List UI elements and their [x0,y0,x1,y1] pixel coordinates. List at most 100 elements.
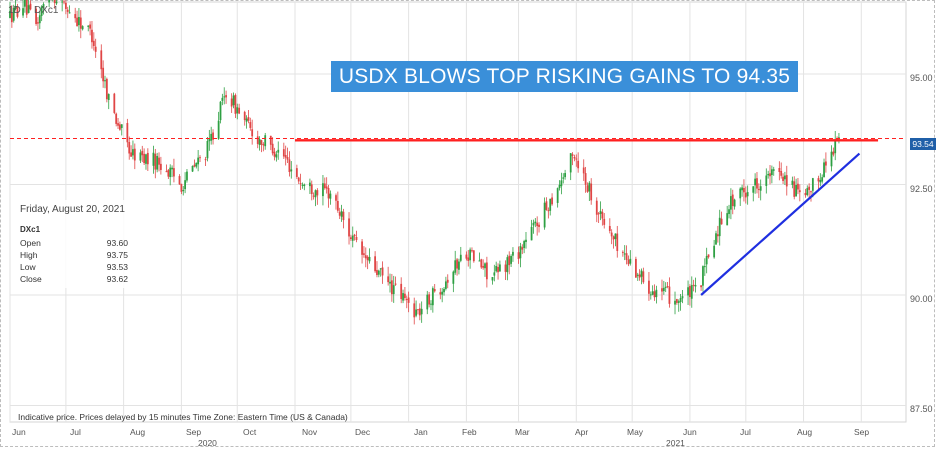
candle-up [795,185,797,197]
candle-down [284,155,287,158]
candle-up [562,177,565,179]
candle-up [677,301,680,303]
candle-up [351,235,354,241]
candle-up [245,118,248,122]
candle-down [538,224,540,227]
candle-up [454,260,457,273]
candle-down [810,191,812,193]
candle-down [603,218,606,225]
ohlc-info-box: Friday, August 20, 2021 DXc1 Open 93.60 … [14,200,132,288]
candle-down [707,254,710,258]
candle-up [415,309,417,316]
candle-up [614,233,617,240]
candle-down [167,169,170,177]
candle-up [726,213,729,226]
candle-down [612,236,615,240]
candle-down [312,195,315,197]
candle-up [87,25,90,27]
candle-down [271,143,274,154]
candle-down [64,2,67,9]
candle-down [400,283,403,300]
x-tick-label: Jun [683,427,697,437]
candle-down [716,234,719,237]
candle-up [55,1,58,4]
candle-down [590,183,593,201]
candle-down [159,163,162,170]
candle-up [12,7,15,21]
candle-up [191,166,194,172]
candle-down [497,266,499,273]
candle-up [139,152,142,161]
candle-up [649,294,652,296]
candle-down [756,178,758,189]
candle-up [532,222,535,226]
candle-up [290,169,293,172]
candle-down [29,3,32,10]
candle-up [549,198,552,211]
candle-down [165,171,168,173]
candle-down [418,308,421,316]
candle-up [765,175,768,186]
candle-down [286,157,289,160]
candle-down [407,297,410,303]
candle-up [623,253,626,255]
candle-down [517,252,520,259]
candle-up [636,274,639,276]
candle-up [772,169,775,171]
candle-up [392,285,395,295]
candle-up [441,291,444,295]
candle-up [258,139,261,146]
candle-up [715,233,717,245]
candle-down [348,218,350,237]
candle-down [700,285,702,288]
candle-up [662,287,665,292]
candle-up [640,270,643,277]
candle-down [692,284,695,286]
candle-up [206,141,209,159]
candle-up [784,175,786,180]
candle-up [729,196,732,210]
candle-up [22,8,24,16]
y-tick-label: 92.50 [910,184,933,194]
candle-up [655,289,658,298]
candle-down [133,148,136,161]
x-tick-label: Oct [243,427,257,437]
ohlc-row-high: High 93.75 [20,250,128,261]
candle-down [243,111,246,121]
candle-down [336,200,339,211]
candle-up [823,162,825,178]
candle-up [752,186,755,193]
candle-up [210,133,213,141]
candle-down [571,154,574,156]
candle-down [668,286,671,304]
candle-up [564,173,567,178]
ohlc-value: 93.53 [106,262,128,272]
symbol-label[interactable]: DXc1 [34,5,59,16]
candle-down [323,183,326,189]
candle-down [797,183,799,190]
candle-up [236,107,239,114]
interval-label[interactable]: 1D [8,5,21,16]
x-tick-label: Sep [186,427,202,437]
ohlc-row-low: Low 93.53 [20,262,128,273]
candle-up [830,151,833,167]
candle-up [431,288,434,306]
candle-up [728,209,730,215]
candle-down [825,161,827,166]
candle-up [534,221,537,224]
candle-up [40,6,43,16]
candle-down [117,123,119,126]
candle-up [679,298,682,303]
candle-down [141,150,144,156]
candle-up [495,266,498,272]
candle-down [743,187,745,193]
candle-up [806,188,809,195]
candle-up [519,246,522,259]
candle-down [327,188,330,199]
candle-down [456,259,458,269]
candle-up [718,217,721,237]
ohlc-date: Friday, August 20, 2021 [20,204,125,215]
candle-down [349,237,352,240]
candle-up [543,202,546,228]
